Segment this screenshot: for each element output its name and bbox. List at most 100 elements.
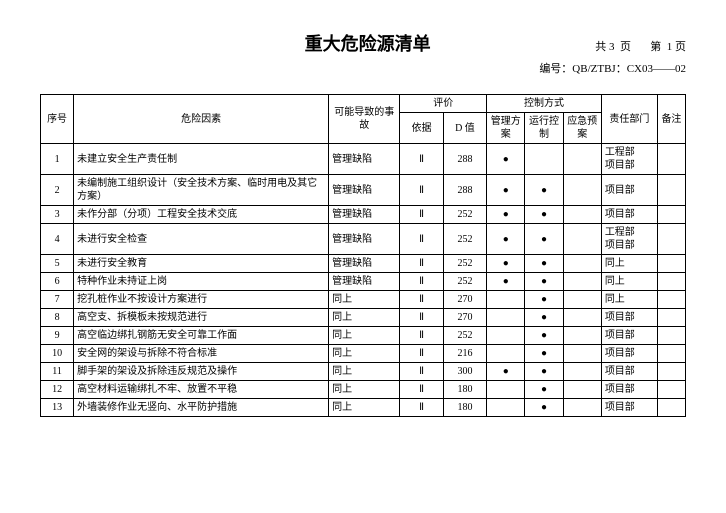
cell-mgmt [487,291,525,309]
th-emerg: 应急预案 [563,113,601,144]
cell-dval: 288 [443,144,486,175]
cell-seq: 7 [41,291,74,309]
cell-dept: 工程部项目部 [601,144,657,175]
cell-dept: 项目部 [601,206,657,224]
cell-seq: 6 [41,273,74,291]
table-row: 12高空材料运输绑扎不牢、放置不平稳同上Ⅱ180●项目部 [41,381,686,399]
cell-cause: 同上 [329,291,400,309]
cell-seq: 10 [41,345,74,363]
cell-note [657,175,685,206]
table-row: 1未建立安全生产责任制管理缺陷Ⅱ288●工程部项目部 [41,144,686,175]
cell-hazard: 未进行安全教育 [74,255,329,273]
table-row: 10安全网的架设与拆除不符合标准同上Ⅱ216●项目部 [41,345,686,363]
cell-emerg [563,206,601,224]
cell-emerg [563,327,601,345]
th-cause: 可能导致的事故 [329,95,400,144]
cell-run: ● [525,175,563,206]
cell-dval: 252 [443,273,486,291]
th-note: 备注 [657,95,685,144]
cell-cause: 管理缺陷 [329,144,400,175]
cell-note [657,381,685,399]
cell-dval: 270 [443,291,486,309]
cell-mgmt [487,399,525,417]
table-row: 4未进行安全检查管理缺陷Ⅱ252●●工程部项目部 [41,224,686,255]
table-row: 3未作分部（分项）工程安全技术交底管理缺陷Ⅱ252●●项目部 [41,206,686,224]
table-row: 9高空临边绑扎钢筋无安全可靠工作面同上Ⅱ252●项目部 [41,327,686,345]
cell-mgmt: ● [487,363,525,381]
cell-emerg [563,309,601,327]
cell-note [657,399,685,417]
cell-mgmt: ● [487,255,525,273]
cell-mgmt: ● [487,144,525,175]
cell-seq: 4 [41,224,74,255]
cell-hazard: 高空支、拆模板未按规范进行 [74,309,329,327]
cell-dval: 252 [443,224,486,255]
cell-run: ● [525,224,563,255]
cell-hazard: 外墙装修作业无竖向、水平防护措施 [74,399,329,417]
cell-note [657,255,685,273]
cell-cause: 同上 [329,381,400,399]
cell-dept: 项目部 [601,381,657,399]
cell-mgmt [487,327,525,345]
cell-run: ● [525,309,563,327]
cell-emerg [563,175,601,206]
cell-note [657,345,685,363]
th-ctrl: 控制方式 [487,95,602,113]
th-dval: D 值 [443,113,486,144]
cell-note [657,363,685,381]
cell-note [657,224,685,255]
cell-mgmt: ● [487,224,525,255]
cell-note [657,206,685,224]
cell-emerg [563,224,601,255]
cell-basis: Ⅱ [400,206,443,224]
cell-basis: Ⅱ [400,399,443,417]
cell-run: ● [525,255,563,273]
cell-basis: Ⅱ [400,224,443,255]
cell-dval: 288 [443,175,486,206]
cell-dval: 180 [443,399,486,417]
cell-hazard: 未编制施工组织设计（安全技术方案、临时用电及其它方案） [74,175,329,206]
cell-mgmt: ● [487,175,525,206]
cell-mgmt [487,345,525,363]
page-title: 重大危险源清单 [40,30,595,56]
cell-hazard: 未作分部（分项）工程安全技术交底 [74,206,329,224]
cell-basis: Ⅱ [400,291,443,309]
cell-cause: 管理缺陷 [329,206,400,224]
cell-mgmt [487,309,525,327]
cell-dept: 同上 [601,273,657,291]
cell-seq: 12 [41,381,74,399]
cell-run: ● [525,345,563,363]
cell-hazard: 未进行安全检查 [74,224,329,255]
cell-dept: 项目部 [601,309,657,327]
cell-run [525,144,563,175]
cell-basis: Ⅱ [400,309,443,327]
th-mgmt: 管理方案 [487,113,525,144]
cell-run: ● [525,327,563,345]
th-run: 运行控制 [525,113,563,144]
cell-dval: 300 [443,363,486,381]
cell-note [657,309,685,327]
cell-hazard: 未建立安全生产责任制 [74,144,329,175]
cell-emerg [563,144,601,175]
cell-cause: 管理缺陷 [329,175,400,206]
cell-hazard: 高空材料运输绑扎不牢、放置不平稳 [74,381,329,399]
cell-basis: Ⅱ [400,363,443,381]
cell-seq: 8 [41,309,74,327]
cell-emerg [563,381,601,399]
cell-dval: 270 [443,309,486,327]
cell-note [657,291,685,309]
cell-dval: 216 [443,345,486,363]
cell-run: ● [525,206,563,224]
cell-seq: 11 [41,363,74,381]
cell-basis: Ⅱ [400,273,443,291]
table-row: 7挖孔桩作业不按设计方案进行同上Ⅱ270●同上 [41,291,686,309]
cell-dept: 同上 [601,291,657,309]
cell-emerg [563,363,601,381]
cell-emerg [563,399,601,417]
table-row: 2未编制施工组织设计（安全技术方案、临时用电及其它方案）管理缺陷Ⅱ288●●项目… [41,175,686,206]
cell-dept: 项目部 [601,175,657,206]
cell-cause: 同上 [329,363,400,381]
cell-basis: Ⅱ [400,255,443,273]
cell-dval: 252 [443,327,486,345]
cell-note [657,327,685,345]
